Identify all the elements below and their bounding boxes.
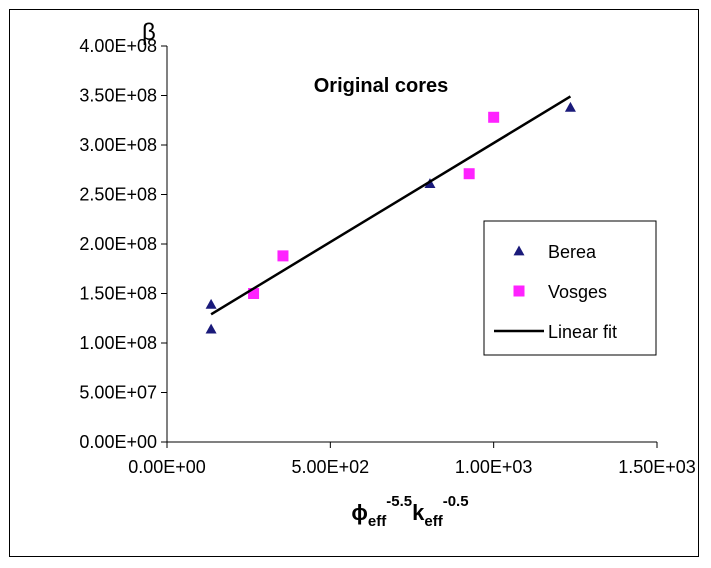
x-axis-label-part: -0.5 xyxy=(443,493,469,510)
y-tick-label: 4.00E+08 xyxy=(79,36,157,56)
scatter-chart: 0.00E+00 5.00E+07 1.00E+08 1.50E+08 2.00E+08… xyxy=(79,19,695,530)
linear-fit-legend-label: Linear fit xyxy=(548,322,617,342)
x-tick-label: 1.50E+03 xyxy=(618,457,696,477)
vosges-legend-swatch xyxy=(513,285,525,297)
x-tick-label: 1.00E+03 xyxy=(455,457,533,477)
y-tick-label: 1.00E+08 xyxy=(79,333,157,353)
linear-fit-line xyxy=(210,95,572,316)
vosges-legend-label: Vosges xyxy=(548,282,607,302)
vosges-point xyxy=(488,111,500,123)
y-tick-label: 0.00E+00 xyxy=(79,432,157,452)
legend-box xyxy=(483,220,657,356)
x-axis-label-part: ϕ xyxy=(351,500,368,525)
x-axis-label: ϕeff-5.5keff-0.5 xyxy=(351,493,468,530)
y-tick-label: 3.50E+08 xyxy=(79,86,157,106)
berea-legend-swatch xyxy=(513,245,525,256)
y-tick-label: 2.00E+08 xyxy=(79,234,157,254)
data-marks xyxy=(205,95,576,334)
chart-title: Original cores xyxy=(314,75,449,97)
y-tick-label: 3.00E+08 xyxy=(79,135,157,155)
vosges-point xyxy=(248,288,260,299)
chart-frame: 0.00E+00 5.00E+07 1.00E+08 1.50E+08 2.00E+08… xyxy=(9,9,699,557)
y-tick-label: 1.50E+08 xyxy=(79,284,157,304)
berea-legend-label: Berea xyxy=(548,242,597,262)
berea-point xyxy=(564,101,576,112)
y-tick-label: 5.00E+07 xyxy=(79,383,157,403)
berea-point xyxy=(205,298,217,309)
y-tick-label: 2.50E+08 xyxy=(79,185,157,205)
x-axis-label-part: eff xyxy=(424,513,443,530)
berea-point xyxy=(205,323,217,334)
x-axis-label-part: eff xyxy=(368,513,387,530)
x-axis-label-part: k xyxy=(412,500,425,525)
x-axis-label-part: -5.5 xyxy=(386,493,412,510)
x-tick-label: 0.00E+00 xyxy=(128,457,206,477)
vosges-point xyxy=(463,168,475,180)
x-tick-label: 5.00E+02 xyxy=(292,457,370,477)
legend: Berea Vosges Linear fit xyxy=(483,220,657,356)
ticks: 0.00E+00 5.00E+07 1.00E+08 1.50E+08 2.00E+08… xyxy=(79,36,695,477)
vosges-point xyxy=(277,250,289,262)
y-axis-label: β xyxy=(142,19,156,46)
